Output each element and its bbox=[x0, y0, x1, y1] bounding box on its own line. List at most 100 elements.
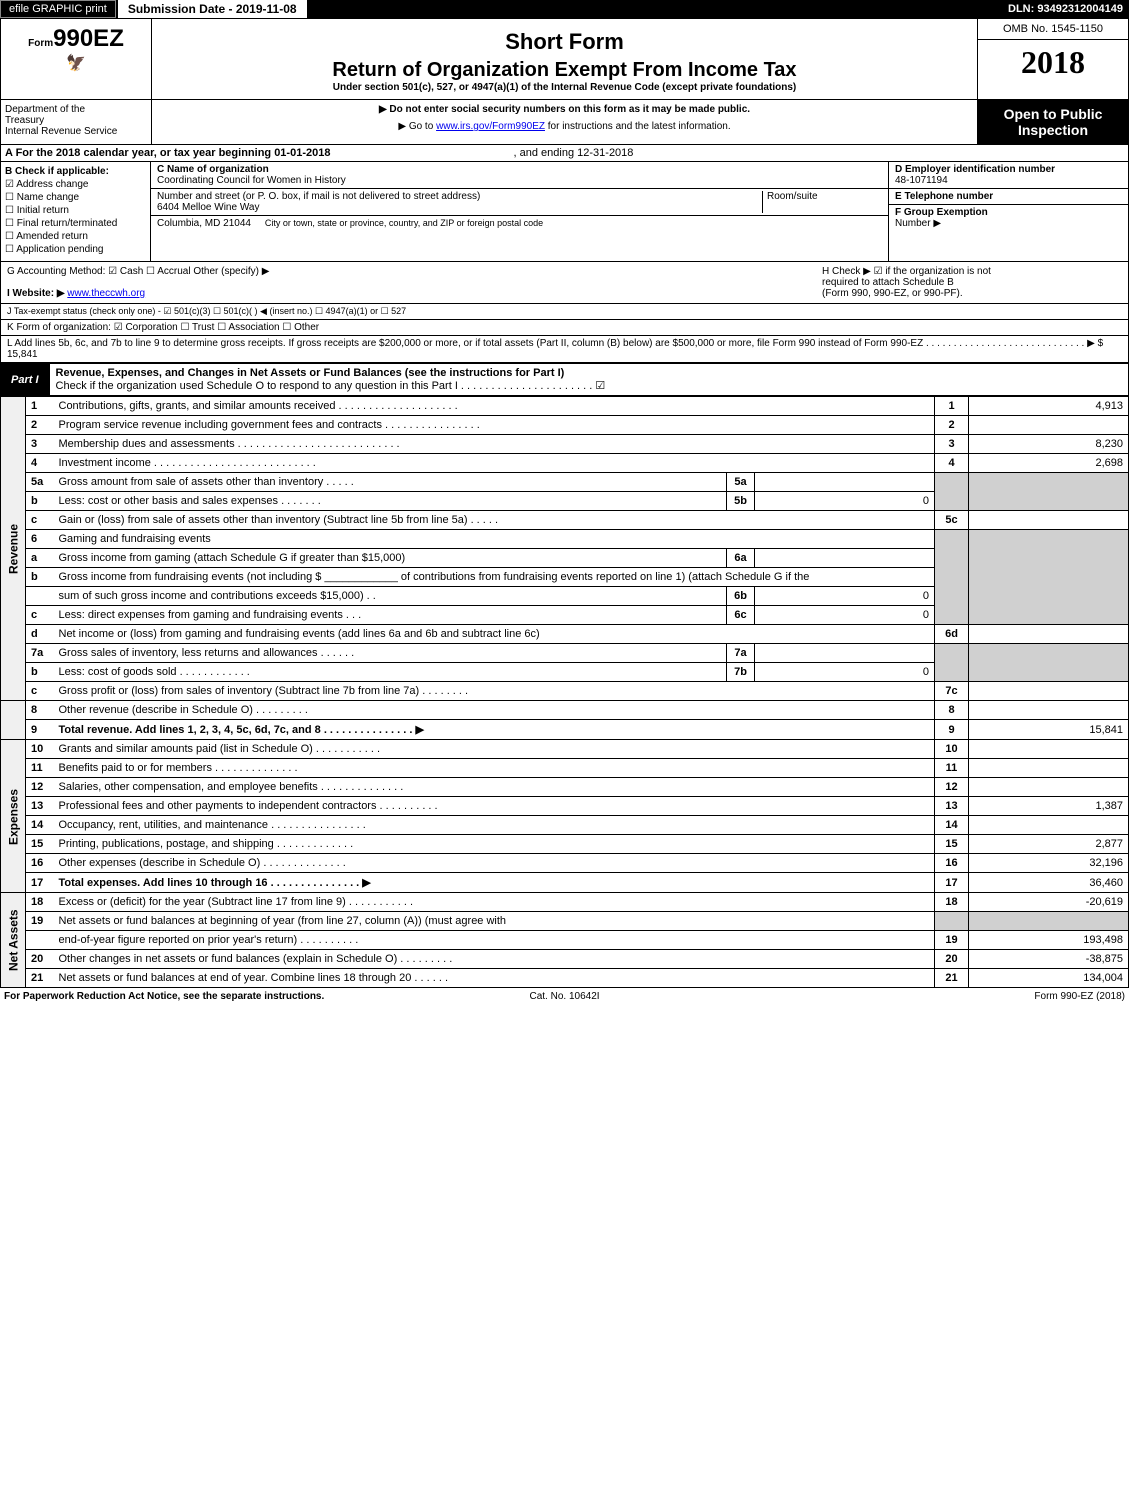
cb-initial-return[interactable]: ☐ Initial return bbox=[5, 205, 146, 216]
box-c-label: C Name of organization bbox=[157, 164, 269, 175]
box-b: B Check if applicable: ☑ Address change … bbox=[1, 162, 151, 261]
submission-date: Submission Date - 2019-11-08 bbox=[118, 0, 307, 18]
row-num: 1 bbox=[26, 397, 54, 416]
line-a: A For the 2018 calendar year, or tax yea… bbox=[0, 145, 1129, 162]
part-1-check: Check if the organization used Schedule … bbox=[56, 380, 606, 392]
form-title-box: Short Form Return of Organization Exempt… bbox=[151, 19, 978, 99]
city-state-zip: Columbia, MD 21044 bbox=[157, 218, 251, 229]
form-of-organization: K Form of organization: ☑ Corporation ☐ … bbox=[7, 322, 319, 333]
accounting-method: G Accounting Method: ☑ Cash ☐ Accrual Ot… bbox=[7, 266, 822, 277]
dept-label: Department of the Treasury Internal Reve… bbox=[1, 100, 151, 144]
table-row: Expenses10Grants and similar amounts pai… bbox=[1, 740, 1129, 759]
gross-receipts-note: L Add lines 5b, 6c, and 7b to line 9 to … bbox=[7, 338, 1103, 360]
form-number: 990EZ bbox=[53, 25, 124, 52]
info-block: B Check if applicable: ☑ Address change … bbox=[0, 162, 1129, 262]
open-public-line1: Open to Public bbox=[984, 106, 1122, 122]
box-d-e-f: D Employer identification number 48-1071… bbox=[888, 162, 1128, 261]
part-1-title: Revenue, Expenses, and Changes in Net As… bbox=[56, 367, 565, 379]
table-row: 2Program service revenue including gover… bbox=[1, 416, 1129, 435]
line-k: K Form of organization: ☑ Corporation ☐ … bbox=[0, 320, 1129, 336]
top-bar: efile GRAPHIC print Submission Date - 20… bbox=[0, 0, 1129, 18]
dln: DLN: 93492312004149 bbox=[1002, 1, 1129, 17]
table-row: dNet income or (loss) from gaming and fu… bbox=[1, 625, 1129, 644]
table-row: cGross profit or (loss) from sales of in… bbox=[1, 682, 1129, 701]
table-row: 16Other expenses (describe in Schedule O… bbox=[1, 854, 1129, 873]
table-row: 11Benefits paid to or for members . . . … bbox=[1, 759, 1129, 778]
part-1-table: Revenue 1 Contributions, gifts, grants, … bbox=[0, 396, 1129, 988]
cb-final-return[interactable]: ☐ Final return/terminated bbox=[5, 218, 146, 229]
table-row: 15Printing, publications, postage, and s… bbox=[1, 835, 1129, 854]
form-title: Return of Organization Exempt From Incom… bbox=[162, 59, 967, 82]
cb-address-change[interactable]: ☑ Address change bbox=[5, 179, 146, 190]
website-link[interactable]: www.theccwh.org bbox=[67, 288, 145, 299]
city-note: City or town, state or province, country… bbox=[265, 218, 543, 228]
telephone-label: E Telephone number bbox=[895, 191, 993, 202]
part-1-label: Part I bbox=[1, 371, 49, 389]
line-j: J Tax-exempt status (check only one) - ☑… bbox=[0, 304, 1129, 320]
table-row: 20Other changes in net assets or fund ba… bbox=[1, 950, 1129, 969]
revenue-side-label: Revenue bbox=[1, 397, 26, 701]
ein-label: D Employer identification number bbox=[895, 164, 1055, 175]
irs-link[interactable]: www.irs.gov/Form990EZ bbox=[436, 121, 545, 132]
group-exemption-label: F Group Exemption bbox=[895, 207, 988, 218]
street-address: 6404 Melloe Wine Way bbox=[157, 202, 259, 213]
table-row: 19Net assets or fund balances at beginni… bbox=[1, 912, 1129, 931]
website-label: I Website: ▶ bbox=[7, 288, 65, 299]
h-line1: H Check ▶ ☑ if the organization is not bbox=[822, 266, 1122, 277]
box-b-title: B Check if applicable: bbox=[5, 166, 109, 177]
goto-prefix: ▶ Go to bbox=[398, 121, 436, 132]
result-value: 4,913 bbox=[969, 397, 1129, 416]
net-assets-side-label: Net Assets bbox=[1, 893, 26, 988]
table-row: 13Professional fees and other payments t… bbox=[1, 797, 1129, 816]
box-c: C Name of organization Coordinating Coun… bbox=[151, 162, 888, 261]
h-line2: required to attach Schedule B bbox=[822, 277, 1122, 288]
expenses-side-label: Expenses bbox=[1, 740, 26, 893]
footer-form-number: Form 990-EZ (2018) bbox=[751, 991, 1125, 1002]
cb-amended-return[interactable]: ☐ Amended return bbox=[5, 231, 146, 242]
tax-year: 2018 bbox=[978, 40, 1128, 85]
h-line3: (Form 990, 990-EZ, or 990-PF). bbox=[822, 288, 1122, 299]
line-g-h: G Accounting Method: ☑ Cash ☐ Accrual Ot… bbox=[0, 262, 1129, 304]
form-prefix: Form bbox=[28, 38, 53, 49]
table-row: 21Net assets or fund balances at end of … bbox=[1, 969, 1129, 988]
form-subtitle: Under section 501(c), 527, or 4947(a)(1)… bbox=[162, 82, 967, 93]
form-number-box: Form990EZ 🦅 bbox=[1, 19, 151, 99]
table-row: 4Investment income . . . . . . . . . . .… bbox=[1, 454, 1129, 473]
table-row: 6Gaming and fundraising events bbox=[1, 530, 1129, 549]
row-desc: Contributions, gifts, grants, and simila… bbox=[54, 397, 935, 416]
cb-application-pending[interactable]: ☐ Application pending bbox=[5, 244, 146, 255]
page-footer: For Paperwork Reduction Act Notice, see … bbox=[0, 988, 1129, 1005]
table-row: Revenue 1 Contributions, gifts, grants, … bbox=[1, 397, 1129, 416]
line-a-begin: A For the 2018 calendar year, or tax yea… bbox=[5, 147, 330, 159]
table-row: 5aGross amount from sale of assets other… bbox=[1, 473, 1129, 492]
instructions-box: ▶ Do not enter social security numbers o… bbox=[151, 100, 978, 144]
line-a-end: , and ending 12-31-2018 bbox=[514, 147, 634, 159]
dept-line1: Department of the bbox=[5, 104, 147, 115]
dept-row: Department of the Treasury Internal Reve… bbox=[0, 100, 1129, 145]
efile-print-button[interactable]: efile GRAPHIC print bbox=[0, 0, 116, 18]
ssn-warning: ▶ Do not enter social security numbers o… bbox=[156, 104, 973, 115]
dept-line2: Treasury bbox=[5, 115, 147, 126]
open-public-line2: Inspection bbox=[984, 122, 1122, 138]
table-row: 8Other revenue (describe in Schedule O) … bbox=[1, 701, 1129, 720]
tax-exempt-status: J Tax-exempt status (check only one) - ☑… bbox=[7, 306, 406, 316]
footer-left: For Paperwork Reduction Act Notice, see … bbox=[4, 991, 378, 1002]
table-row: cGain or (loss) from sale of assets othe… bbox=[1, 511, 1129, 530]
cb-name-change[interactable]: ☐ Name change bbox=[5, 192, 146, 203]
table-row: end-of-year figure reported on prior yea… bbox=[1, 931, 1129, 950]
table-row: 17Total expenses. Add lines 10 through 1… bbox=[1, 873, 1129, 893]
irs-eagle-icon: 🦅 bbox=[5, 53, 147, 73]
footer-catalog: Cat. No. 10642I bbox=[378, 991, 752, 1002]
open-to-public: Open to Public Inspection bbox=[978, 100, 1128, 144]
line-l: L Add lines 5b, 6c, and 7b to line 9 to … bbox=[0, 336, 1129, 363]
group-exemption-number: Number ▶ bbox=[895, 218, 941, 229]
dept-line3: Internal Revenue Service bbox=[5, 126, 147, 137]
table-row: 7aGross sales of inventory, less returns… bbox=[1, 644, 1129, 663]
table-row: 9Total revenue. Add lines 1, 2, 3, 4, 5c… bbox=[1, 720, 1129, 740]
result-num: 1 bbox=[935, 397, 969, 416]
goto-suffix: for instructions and the latest informat… bbox=[545, 121, 731, 132]
room-label: Room/suite bbox=[767, 191, 818, 202]
table-row: 14Occupancy, rent, utilities, and mainte… bbox=[1, 816, 1129, 835]
table-row: Net Assets18Excess or (deficit) for the … bbox=[1, 893, 1129, 912]
org-name: Coordinating Council for Women in Histor… bbox=[157, 175, 346, 186]
